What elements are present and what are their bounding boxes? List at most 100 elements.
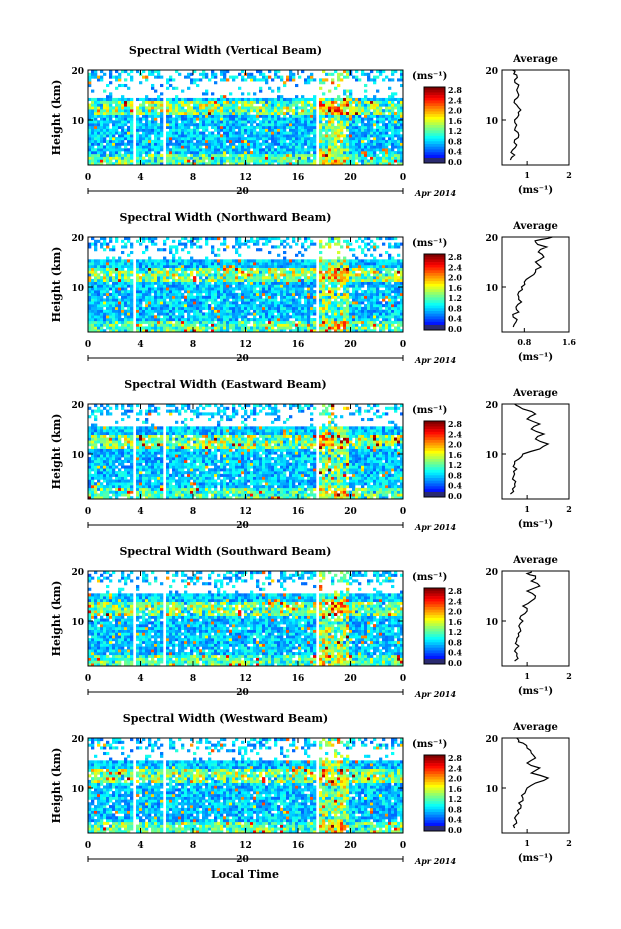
heatmap-cell [256, 145, 260, 149]
heatmap-cell [103, 284, 107, 288]
heatmap-cell [331, 315, 335, 319]
heatmap-cell [124, 83, 128, 88]
heatmap-cell [94, 123, 98, 127]
heatmap-cell [325, 301, 329, 305]
heatmap-cell [157, 137, 161, 141]
heatmap-cell [337, 242, 341, 246]
heatmap-cell [142, 139, 146, 143]
heatmap-cell [88, 267, 92, 271]
heatmap-cell [271, 290, 275, 294]
heatmap-cell [274, 295, 278, 299]
heatmap-cell [346, 120, 350, 124]
heatmap-cell [178, 159, 182, 163]
heatmap-cell [286, 298, 290, 302]
heatmap-cell [313, 148, 317, 152]
heatmap-cell [223, 123, 227, 127]
heatmap-cell [331, 134, 335, 138]
heatmap-cell [304, 326, 308, 330]
heatmap-cell [232, 304, 236, 308]
heatmap-cell [106, 148, 110, 152]
heatmap-cell [118, 320, 122, 324]
heatmap-cell [112, 262, 116, 266]
heatmap-cell [340, 276, 344, 280]
heatmap-cell [145, 259, 149, 263]
heatmap-cell [259, 114, 263, 118]
heatmap-cell [109, 292, 113, 296]
heatmap-cell [259, 301, 263, 305]
heatmap-cell [298, 134, 302, 138]
heatmap-cell [253, 290, 257, 294]
heatmap-cell [202, 134, 206, 138]
heatmap-cell [400, 128, 404, 132]
heatmap-cell [109, 239, 113, 243]
heatmap-cell [211, 312, 215, 316]
heatmap-cell [109, 309, 113, 313]
heatmap-cell [157, 301, 161, 305]
heatmap-cell [331, 145, 335, 149]
heatmap-cell [235, 248, 239, 252]
heatmap-cell [136, 106, 140, 110]
heatmap-cell [127, 125, 131, 129]
heatmap-cell [301, 120, 305, 124]
heatmap-cell [202, 92, 206, 96]
heatmap-cell [163, 259, 167, 263]
colorbar-step [424, 106, 445, 110]
heatmap-cell [175, 278, 179, 282]
heatmap-cell [277, 128, 281, 132]
heatmap-cell [229, 148, 233, 152]
heatmap-cell [91, 318, 95, 322]
heatmap-cell [166, 306, 170, 310]
heatmap-cell [196, 287, 200, 291]
heatmap-cell [238, 100, 242, 104]
heatmap-cell [385, 123, 389, 127]
heatmap-cell [307, 81, 311, 85]
heatmap-cell [124, 281, 128, 285]
heatmap-cell [334, 106, 338, 110]
heatmap-cell [163, 320, 167, 324]
heatmap-cell [250, 276, 254, 280]
heatmap-cell [310, 153, 314, 157]
heatmap-cell [364, 100, 368, 104]
heatmap-cell [193, 120, 197, 124]
heatmap-cell [277, 306, 281, 310]
heatmap-cell [229, 103, 233, 107]
heatmap-cell [289, 159, 293, 163]
heatmap-cell [283, 287, 287, 291]
heatmap-cell [106, 153, 110, 157]
heatmap-cell [298, 139, 302, 143]
heatmap-cell [256, 237, 260, 241]
heatmap-cell [322, 281, 326, 285]
heatmap-cell [337, 151, 341, 155]
heatmap-cell [322, 264, 326, 269]
heatmap-cell [100, 295, 104, 299]
heatmap-cell [208, 295, 212, 299]
heatmap-cell [127, 312, 131, 316]
heatmap-cell [136, 295, 140, 299]
heatmap-cell [334, 97, 338, 102]
heatmap-cell [163, 242, 167, 246]
heatmap-cell [301, 290, 305, 294]
heatmap-cell [286, 304, 290, 308]
heatmap-cell [181, 123, 185, 127]
heatmap-cell [328, 267, 332, 271]
heatmap-cell [232, 109, 236, 113]
heatmap-cell [199, 329, 203, 333]
heatmap-cell [202, 100, 206, 104]
heatmap-cell [139, 323, 143, 327]
heatmap-cell [220, 139, 224, 143]
heatmap-cell [142, 159, 146, 163]
heatmap-cell [229, 264, 233, 269]
heatmap-cell [157, 123, 161, 127]
heatmap-cell [154, 237, 158, 241]
heatmap-cell [301, 323, 305, 327]
heatmap-cell [208, 100, 212, 104]
heatmap-cell [280, 287, 284, 291]
heatmap-cell [295, 301, 299, 305]
heatmap-cell [340, 123, 344, 127]
heatmap-cell [154, 267, 158, 271]
heatmap-cell [391, 123, 395, 127]
heatmap-cell [199, 114, 203, 118]
heatmap-cell [301, 153, 305, 157]
heatmap-cell [301, 148, 305, 152]
heatmap-cell [319, 315, 323, 319]
